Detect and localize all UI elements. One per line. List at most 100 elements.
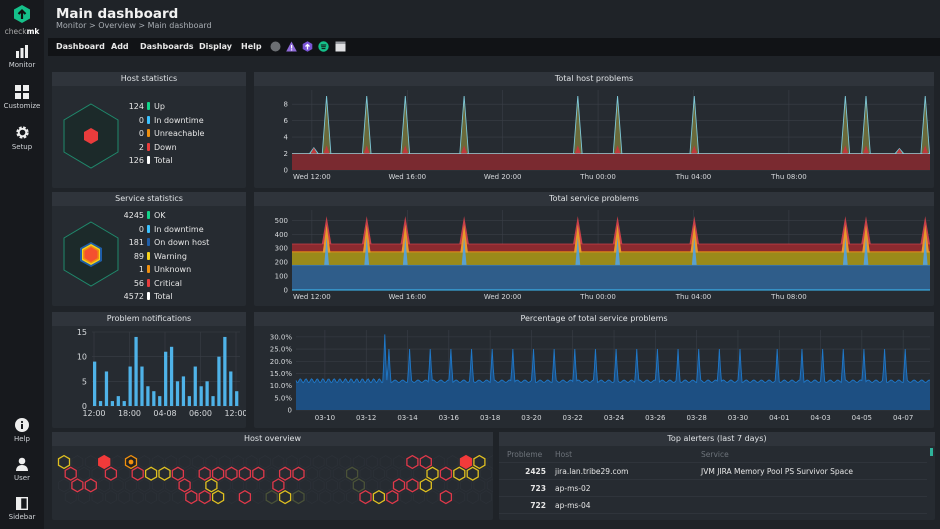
- stat-row-up[interactable]: 124 Up: [104, 102, 165, 111]
- stat-row-on-down-host[interactable]: 181 On down host: [104, 238, 209, 247]
- host-hex: [346, 490, 359, 504]
- x-tick-label: 03-14: [397, 414, 418, 422]
- bar: [104, 371, 109, 406]
- bar: [128, 366, 132, 406]
- spike-mark: [861, 95, 871, 155]
- x-tick-label: Wed 20:00: [484, 173, 522, 181]
- menu-display[interactable]: Display: [199, 42, 232, 51]
- host-link[interactable]: ap-ms-02: [555, 484, 591, 493]
- spike-ok: [691, 237, 697, 265]
- x-tick-label: 12:00: [82, 409, 105, 418]
- table-row[interactable]: 722 ap-ms-04: [499, 497, 927, 514]
- status-color-bar: [147, 142, 150, 151]
- sidebar-item-label: Setup: [11, 143, 33, 151]
- host-hexagon-icon[interactable]: [62, 90, 120, 172]
- stat-row-critical[interactable]: 56 Critical: [104, 278, 182, 288]
- stat-value: 124: [128, 102, 144, 111]
- host-hex: [453, 466, 466, 481]
- stat-row-total[interactable]: 4572 Total: [104, 292, 173, 301]
- service-statistics-panel: Service statistics 4245 OK 0 In downtime 181…: [52, 192, 246, 306]
- x-tick-label: Thu 04:00: [675, 293, 712, 301]
- host-hex: [238, 489, 252, 505]
- host-hex: [165, 455, 178, 469]
- grid-icon: [15, 85, 29, 99]
- stat-row-ok[interactable]: 4245 OK: [104, 211, 166, 220]
- y-tick-label: 300: [275, 245, 288, 253]
- stat-row-unknown[interactable]: 1 Unknown: [104, 265, 191, 274]
- green-circle-icon[interactable]: [318, 41, 329, 52]
- menu-bar: Dashboard Add Dashboards Display Help: [48, 38, 940, 56]
- spike-mark: [840, 95, 851, 155]
- column-header-host[interactable]: Host: [555, 450, 573, 459]
- x-tick-label: 04-08: [153, 409, 176, 418]
- host-hex: [305, 490, 318, 504]
- checkmk-logo[interactable]: checkmk: [0, 4, 44, 36]
- stat-row-down[interactable]: 2 Down: [104, 142, 177, 152]
- stat-label: In downtime: [154, 115, 204, 125]
- host-hex: [319, 466, 332, 481]
- stat-row-total[interactable]: 126 Total: [104, 156, 173, 165]
- host-link[interactable]: ap-ms-04: [555, 501, 591, 510]
- x-tick-label: Wed 12:00: [293, 173, 331, 181]
- host-hex: [118, 466, 131, 481]
- host-hex: [218, 455, 231, 469]
- stat-row-in-downtime[interactable]: 0 In downtime: [104, 224, 204, 234]
- grey-circle-icon[interactable]: [270, 41, 281, 52]
- x-tick-label: 03-30: [728, 414, 748, 422]
- stat-row-in-downtime[interactable]: 0 In downtime: [104, 115, 204, 125]
- warning-triangle-icon[interactable]: [286, 41, 297, 52]
- y-tick-label: 8: [284, 101, 288, 109]
- y-tick-label: 10: [77, 353, 87, 362]
- host-hex: [158, 490, 171, 504]
- column-header-probleme[interactable]: Probleme: [507, 450, 543, 459]
- host-hex: [232, 455, 245, 469]
- host-hex: [218, 478, 231, 493]
- service-hexagon-icon[interactable]: [62, 206, 120, 306]
- host-hex: [433, 478, 446, 493]
- x-tick-label: Thu 00:00: [579, 173, 616, 181]
- bar: [205, 381, 209, 406]
- spike-ok: [575, 237, 581, 265]
- sidebar-item-monitor[interactable]: Monitor: [0, 45, 44, 69]
- stat-row-unreachable[interactable]: 0 Unreachable: [104, 129, 204, 138]
- stat-row-warning[interactable]: 89 Warning: [104, 251, 187, 261]
- stack-area-0: [292, 264, 930, 290]
- host-link[interactable]: jira.lan.tribe29.com: [555, 467, 629, 476]
- y-tick-label: 10.0%: [270, 382, 293, 390]
- menu-help[interactable]: Help: [241, 42, 262, 51]
- spike-ok: [364, 237, 370, 265]
- calendar-icon[interactable]: [335, 41, 346, 52]
- bar: [193, 366, 197, 406]
- bar: [152, 391, 156, 406]
- sidebar-item-sidebar[interactable]: Sidebar: [0, 497, 44, 521]
- service-link[interactable]: JVM JIRA Memory Pool PS Survivor Space: [701, 467, 853, 476]
- bar: [175, 381, 180, 406]
- breadcrumb[interactable]: Monitor > Overview > Main dashboard: [56, 21, 212, 30]
- scrollbar[interactable]: [930, 448, 933, 456]
- bar: [158, 396, 162, 406]
- table-row[interactable]: 2425 jira.lan.tribe29.com JVM JIRA Memor…: [499, 463, 927, 480]
- host-hex: [299, 478, 312, 493]
- purple-hexagon-icon[interactable]: [302, 41, 313, 52]
- sidebar-item-setup[interactable]: Setup: [0, 125, 44, 151]
- host-hex-inner: [128, 459, 134, 465]
- stat-value: 0: [138, 224, 144, 234]
- column-header-service[interactable]: Service: [701, 450, 729, 459]
- host-hex: [426, 466, 439, 481]
- menu-dashboards[interactable]: Dashboards: [140, 42, 194, 51]
- host-hex: [84, 455, 97, 469]
- menu-add[interactable]: Add: [111, 42, 129, 51]
- host-hex: [105, 490, 117, 504]
- sidebar-item-customize[interactable]: Customize: [0, 85, 44, 110]
- host-hex: [138, 455, 151, 469]
- host-hex: [460, 478, 472, 493]
- table-row[interactable]: 723 ap-ms-02: [499, 480, 927, 497]
- x-tick-label: Wed 12:00: [293, 293, 331, 301]
- menu-dashboard[interactable]: Dashboard: [56, 42, 105, 51]
- host-hex: [125, 478, 137, 493]
- bar: [122, 401, 126, 406]
- sidebar-item-user[interactable]: User: [0, 457, 44, 482]
- y-tick-label: 5.0%: [274, 394, 292, 402]
- x-tick-label: 12:00: [224, 409, 246, 418]
- sidebar-item-help[interactable]: Help: [0, 418, 44, 443]
